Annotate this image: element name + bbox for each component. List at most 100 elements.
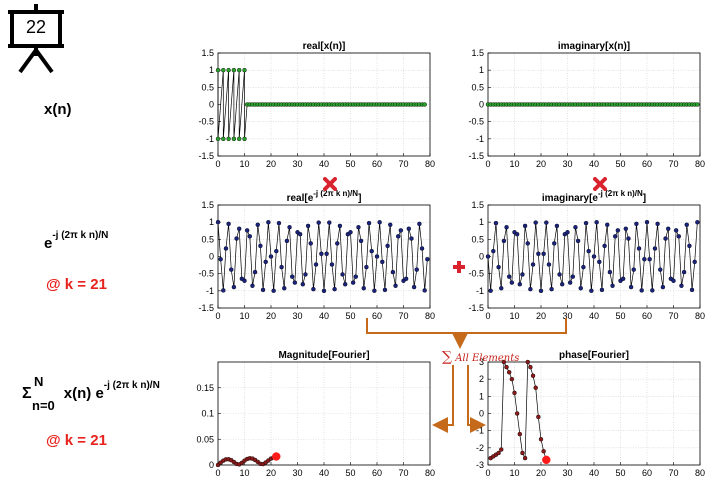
data-point	[612, 234, 618, 239]
data-point	[308, 241, 313, 246]
data-point	[681, 269, 687, 275]
data-point	[231, 67, 237, 73]
data-point	[221, 67, 226, 73]
data-point	[385, 243, 390, 249]
x-tick-label: 60	[642, 159, 652, 169]
y-tick-label: -1.5	[198, 303, 214, 313]
data-point	[607, 269, 613, 275]
x-tick-label: 70	[398, 468, 408, 478]
data-point	[501, 359, 507, 365]
data-point	[218, 256, 223, 262]
chart-real-exp: real[e-j (2π k n)/N]0 10 20 30 40 50 60 70 801.5…	[198, 190, 435, 321]
y-tick-label: -0.5	[198, 117, 214, 127]
data-point	[356, 225, 361, 230]
y-tick-label: 0	[209, 100, 214, 110]
data-point	[335, 241, 340, 246]
x-tick-label: 0	[485, 468, 490, 478]
chart-real-x: real[x(n)] 0 10 20 30 40 50 60 70 80 1.5 1 0.5 0 -0.5 -…	[198, 41, 435, 169]
data-point	[655, 221, 660, 227]
x-tick-label: 60	[642, 468, 652, 478]
y-tick-label: -1	[476, 286, 484, 296]
y-tick-label: 3	[479, 357, 484, 367]
data-point	[425, 256, 430, 262]
data-point	[366, 220, 372, 226]
sum-sigma: Σ	[22, 385, 32, 402]
y-tick-label: 1	[479, 217, 484, 227]
all-elements-text: All Elements	[455, 353, 520, 364]
data-point	[514, 232, 520, 237]
data-point	[692, 259, 697, 265]
data-point	[605, 222, 610, 227]
multiply-icon	[323, 177, 337, 191]
data-point	[538, 288, 544, 294]
data-point	[361, 286, 366, 291]
y-tick-label: 1	[479, 391, 484, 401]
data-point	[517, 282, 522, 287]
data-point	[284, 238, 290, 244]
all-elements-label: ∑ All Elements	[442, 349, 519, 365]
data-point	[215, 67, 221, 73]
data-point	[528, 286, 533, 292]
x-tick-label: 80	[425, 468, 435, 478]
data-point	[380, 259, 385, 265]
y-tick-label: -1	[476, 134, 484, 144]
data-point	[409, 236, 414, 241]
data-point	[689, 287, 695, 293]
data-point	[223, 246, 229, 251]
data-point	[514, 411, 520, 416]
y-tick-label: -3	[476, 460, 484, 470]
data-point	[215, 136, 221, 142]
x-tick-label: 30	[292, 468, 302, 478]
data-point	[221, 136, 226, 142]
chart-title-end: ]	[643, 193, 646, 204]
data-point	[525, 359, 530, 365]
data-point	[695, 220, 700, 225]
data-point	[364, 264, 369, 270]
data-point	[671, 278, 676, 283]
data-point	[231, 284, 237, 290]
data-point	[234, 236, 239, 241]
data-point	[522, 223, 528, 229]
x-tick-label: 80	[695, 468, 705, 478]
data-point	[417, 221, 422, 227]
data-point	[324, 251, 329, 257]
x-tick-label: 20	[536, 311, 546, 321]
x-tick-label: 50	[345, 159, 355, 169]
x-tick-label: 50	[615, 159, 625, 169]
data-point	[403, 276, 409, 281]
x-tick-label: 80	[695, 159, 705, 169]
x-tick-label: 50	[615, 311, 625, 321]
data-point	[292, 280, 298, 285]
x-tick-label: 80	[695, 311, 705, 321]
x-tick-label: 70	[398, 311, 408, 321]
data-point	[231, 136, 237, 142]
xn-label: x(n)	[44, 101, 72, 118]
data-point	[650, 288, 655, 293]
data-point	[258, 243, 263, 249]
data-point	[602, 243, 607, 249]
data-point	[620, 276, 626, 281]
x-tick-label: 60	[372, 311, 382, 321]
data-point	[644, 219, 650, 225]
data-point	[350, 280, 356, 285]
y-tick-label: -1.5	[468, 303, 484, 313]
chart-title: phase[Fourier]	[559, 350, 629, 361]
y-tick-label: -1	[206, 286, 214, 296]
y-tick-label: 1.5	[471, 200, 484, 210]
y-tick-label: 0.5	[471, 234, 484, 244]
presentation-board-icon	[8, 4, 64, 74]
sum-top: N	[34, 374, 44, 389]
data-point	[522, 455, 528, 461]
data-point	[520, 450, 525, 456]
data-point	[329, 262, 335, 267]
data-point	[414, 267, 419, 272]
x-tick-label: 40	[589, 468, 599, 478]
data-point	[353, 274, 359, 279]
data-point	[679, 283, 684, 288]
data-point	[504, 225, 509, 230]
y-tick-label: 0	[479, 409, 484, 419]
x-tick-label: 0	[215, 468, 220, 478]
data-point	[528, 364, 533, 370]
data-point	[496, 450, 501, 456]
